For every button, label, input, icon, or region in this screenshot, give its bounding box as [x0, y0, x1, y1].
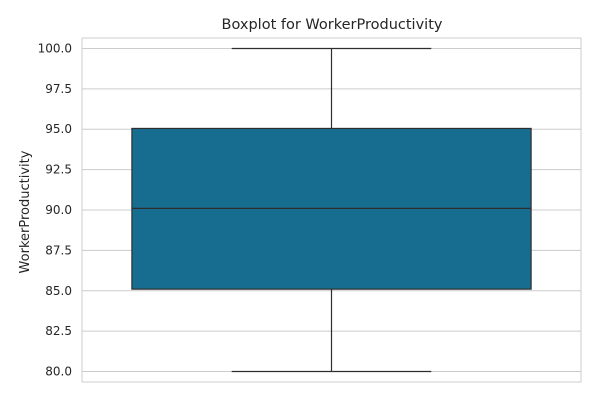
y-tick-label: 92.5 — [45, 163, 72, 177]
plot-frame — [81, 37, 582, 383]
y-tick-label: 95.0 — [45, 122, 72, 136]
box-layer — [131, 47, 532, 373]
y-tick-label: 80.0 — [45, 365, 72, 379]
y-tick-label: 90.0 — [45, 203, 72, 217]
y-tick-label: 97.5 — [45, 82, 72, 96]
y-tick-label: 85.0 — [45, 284, 72, 298]
y-tick-label: 82.5 — [45, 324, 72, 338]
chart-title: Boxplot for WorkerProductivity — [222, 17, 443, 33]
axes-layer: 80.0 82.5 85.0 87.5 90.0 92.5 95.0 97.5 100.0 — [38, 37, 582, 383]
y-axis-label: WorkerProductivity — [18, 150, 33, 273]
y-tick-label: 87.5 — [45, 243, 72, 257]
y-tick-label: 100.0 — [38, 41, 72, 55]
